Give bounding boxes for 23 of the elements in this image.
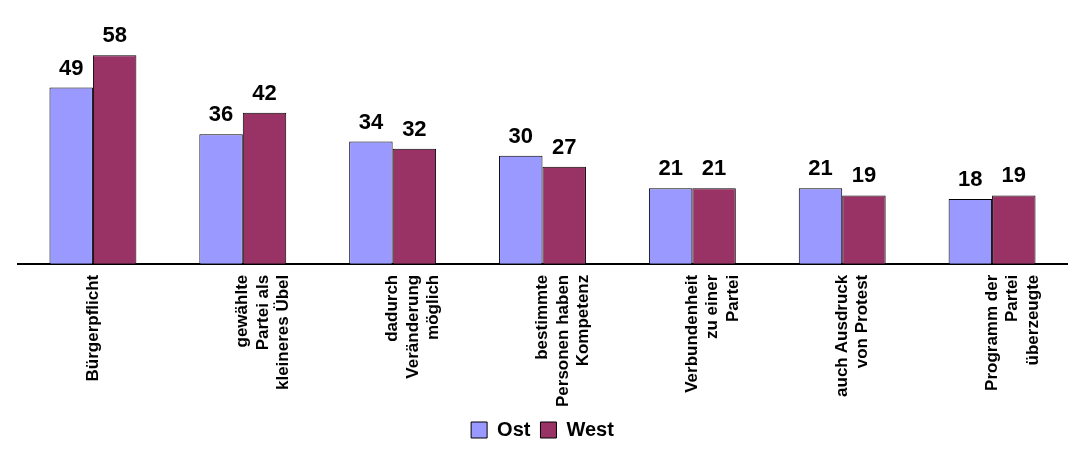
data-label: 58 [102,22,127,48]
data-label: 30 [508,122,534,148]
data-label: 27 [551,133,577,159]
legend-label: West [566,417,615,440]
x-tick-label: dadurch Veränderung möglich [382,274,443,379]
x-tick-label: Bürgerpflicht [82,274,102,382]
data-label: 19 [851,162,877,188]
data-label: 49 [58,54,84,80]
x-tick-label: bestimmte Personen haben Kompetenz [532,274,592,408]
legend-label: Ost [497,417,531,440]
data-label: 36 [208,101,234,127]
data-label: 21 [808,155,833,181]
data-label: 21 [658,155,683,181]
x-tick-label: Verbundenheit zu einer Partei [682,274,742,393]
data-label: 21 [701,155,727,181]
x-tick-label: Programm der Partei überzeugte [981,274,1042,391]
data-label: 32 [402,115,427,141]
data-label: 34 [358,108,384,134]
x-tick-label: gewählte Partei als kleineres Übel [232,274,293,391]
x-tick-label: auch Ausdruck von Protest [831,274,872,397]
data-label: 42 [252,79,277,105]
data-label: 18 [958,166,983,192]
data-label: 19 [1001,162,1027,188]
